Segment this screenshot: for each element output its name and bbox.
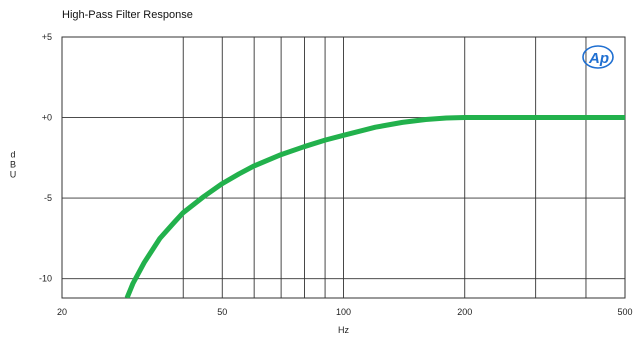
y-tick-label: +5 (42, 32, 52, 42)
x-tick-label: 500 (617, 307, 632, 317)
plot-frame (61, 36, 626, 299)
x-tick-label: 200 (457, 307, 472, 317)
logo-text: Ap (588, 50, 609, 67)
x-axis-label: Hz (338, 325, 349, 335)
x-tick-label: 100 (336, 307, 351, 317)
x-tick-label: 20 (57, 307, 67, 317)
tick-layer: 20 50 100 200 500 +5 +0 -5 -10 (39, 32, 633, 317)
y-tick-label: -10 (39, 274, 52, 284)
chart-title: High-Pass Filter Response (62, 9, 193, 21)
audio-precision-logo-icon: Ap (582, 45, 614, 69)
series-layer (124, 115, 625, 298)
y-tick-label: -5 (44, 193, 52, 203)
x-tick-label: 50 (217, 307, 227, 317)
series-line (124, 115, 625, 298)
y-tick-label: +0 (42, 113, 52, 123)
